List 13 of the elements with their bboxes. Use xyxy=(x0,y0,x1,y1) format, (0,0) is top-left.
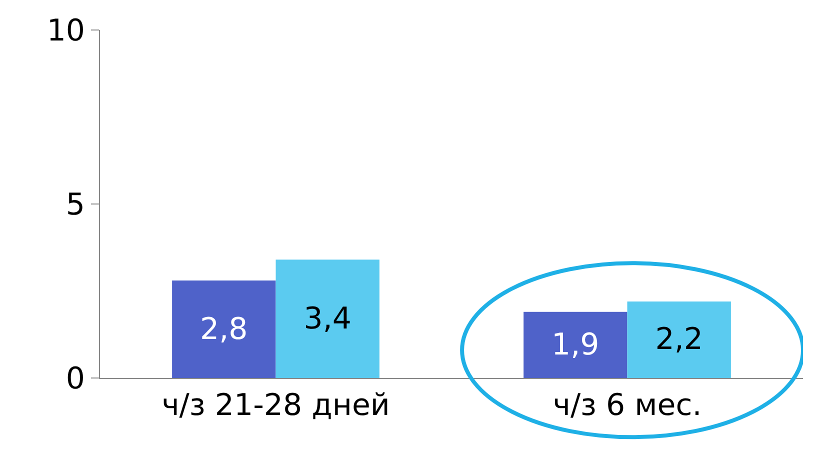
x-tick-label: ч/з 6 мес. xyxy=(552,388,702,423)
data-label: 2,2 xyxy=(655,322,703,358)
data-label: 1,9 xyxy=(552,327,600,362)
data-label: 3,4 xyxy=(304,301,352,336)
x-tick-label: ч/з 21-28 дней xyxy=(162,388,390,423)
bar xyxy=(627,301,731,378)
y-tick-label: 5 xyxy=(66,188,85,222)
bar xyxy=(172,280,276,378)
y-tick-label: 0 xyxy=(66,362,85,396)
data-label: 2,8 xyxy=(200,312,248,347)
bar xyxy=(276,260,380,378)
bar xyxy=(524,312,628,378)
y-tick-label: 10 xyxy=(46,14,85,48)
